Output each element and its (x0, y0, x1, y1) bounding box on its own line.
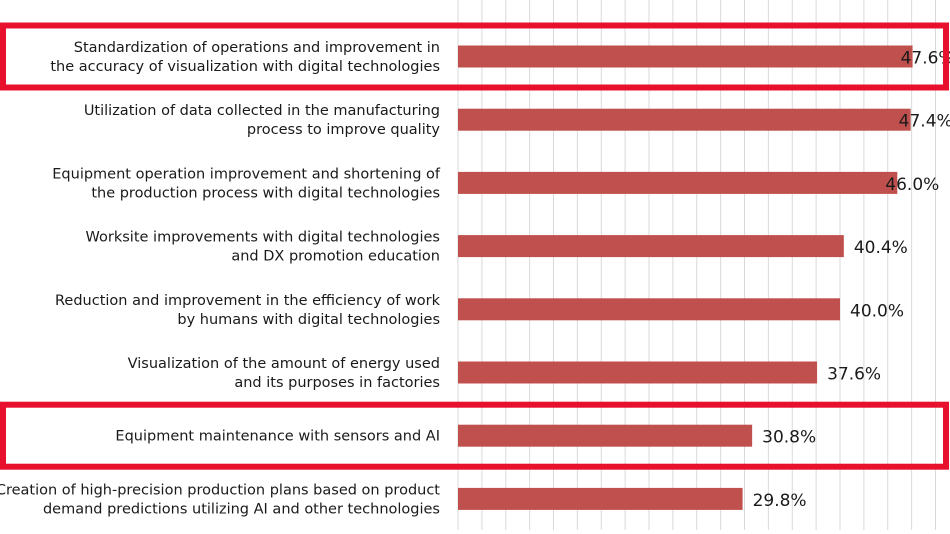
category-label: and its purposes in factories (234, 375, 440, 391)
bar (458, 171, 898, 194)
bar (458, 361, 818, 384)
category-label: the production process with digital tech… (91, 185, 440, 201)
category-label: the accuracy of visualization with digit… (50, 59, 440, 75)
value-label: 37.6% (827, 365, 881, 385)
highlight-boxes (0, 22, 949, 470)
value-labels: 47.6% 47.4% 46.0% 40.4% 40.0% 37.6% 30.8% 29.8% (753, 49, 950, 511)
bar (458, 45, 913, 68)
highlight-box (0, 22, 949, 91)
category-labels: Standardization of operations and improv… (0, 40, 441, 517)
grid-lines (457, 0, 936, 530)
category-label: Creation of high-precision production pl… (0, 482, 440, 498)
category-label: Visualization of the amount of energy us… (128, 356, 440, 372)
value-label: 30.8% (762, 428, 816, 448)
bar (458, 487, 743, 510)
bar (458, 424, 753, 447)
highlight-box (0, 401, 949, 470)
category-label: process to improve quality (247, 122, 440, 138)
category-label: Standardization of operations and improv… (74, 40, 440, 56)
value-label: 29.8% (753, 491, 807, 511)
value-label: 46.0% (885, 175, 939, 195)
value-label: 47.6% (901, 49, 950, 69)
value-label: 40.0% (850, 301, 904, 321)
bars (458, 45, 913, 510)
category-label: Worksite improvements with digital techn… (86, 230, 440, 246)
value-label: 40.4% (854, 238, 908, 258)
category-label: Reduction and improvement in the efficie… (55, 293, 441, 309)
bar (458, 108, 911, 131)
bar (458, 235, 844, 258)
category-label: demand predictions utilizing AI and othe… (43, 501, 440, 517)
category-label: Equipment operation improvement and shor… (52, 166, 441, 182)
category-label: and DX promotion education (231, 249, 440, 265)
bar (458, 298, 840, 321)
category-label: by humans with digital technologies (177, 312, 440, 328)
value-label: 47.4% (899, 112, 950, 132)
category-label: Equipment maintenance with sensors and A… (115, 429, 440, 445)
category-label: Utilization of data collected in the man… (84, 103, 440, 119)
